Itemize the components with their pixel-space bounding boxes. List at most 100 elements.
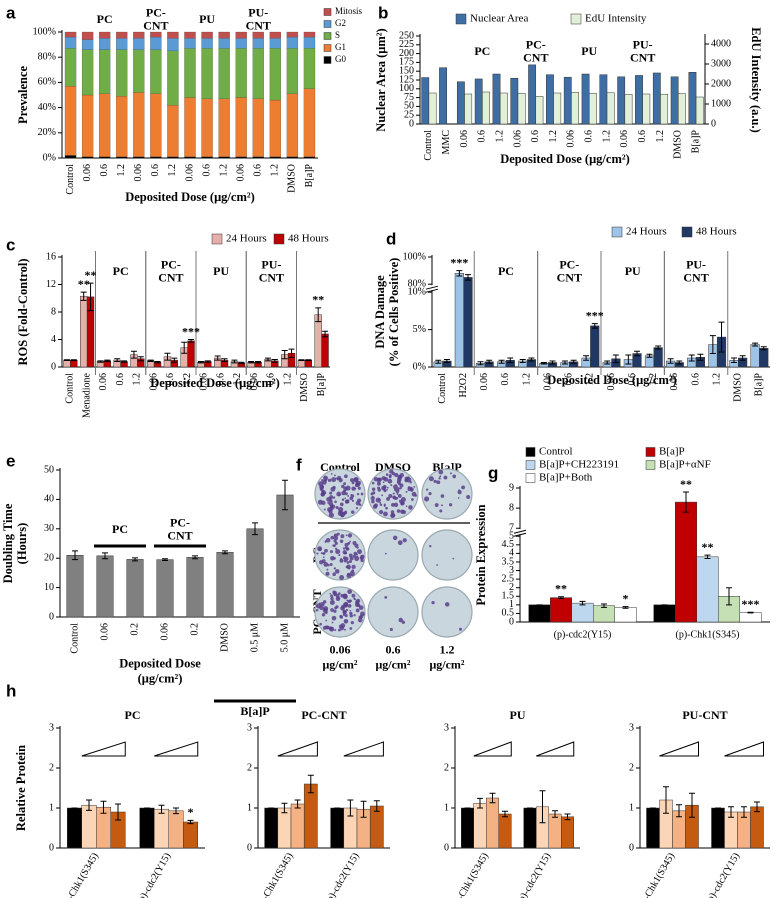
colony [376,477,382,483]
error-bar [486,359,493,364]
colony [343,618,349,624]
chart-title: PU [510,708,526,722]
colony [332,590,335,593]
colony [379,509,384,515]
colony [340,534,345,539]
bar [167,156,179,159]
x-tick-label: 1.2 [585,373,596,386]
annotation: *** [450,255,468,269]
legend-swatch [323,44,332,52]
group-label: PC [474,44,490,58]
y-tick-label: 3 [509,565,514,576]
bar [167,38,179,51]
error-bar [221,358,228,362]
colony [428,491,432,496]
group-label: PU [581,44,597,58]
x-tick-label: MMC [441,130,452,155]
bar [517,93,526,125]
colony [354,543,359,548]
x-tick-label: 0.6 [627,373,638,386]
colony [466,495,471,499]
bar [464,93,473,125]
axis-title: Deposited Dose (μg/cm²) [125,190,255,204]
colony [326,625,330,630]
group-label: PU [625,264,641,278]
bar [269,31,281,39]
bar [606,92,615,125]
annotation: * [188,805,194,819]
group-label: PC [112,522,128,536]
error-bar [264,357,271,362]
colony [347,589,353,595]
colony [323,508,326,511]
error-bar [655,345,662,350]
colony [317,546,323,552]
colony [379,501,382,504]
bar [286,48,299,94]
legend-label: G1 [335,42,346,52]
error-bar [583,355,590,361]
colony [315,608,319,612]
colony [424,496,430,502]
dose-wedge [81,741,126,757]
x-tick-label: 0.06 [542,373,553,391]
colony [356,492,360,496]
bar [235,38,247,49]
axis-title: (μg/cm²) [138,671,183,685]
y-tick-label: 12 [46,279,56,290]
colony [383,504,386,507]
colony [336,532,340,536]
bar [303,36,316,49]
bar [571,92,579,125]
group-label: PC- [170,515,190,529]
dose-label: 1.2 [440,642,455,656]
colony [444,602,450,607]
colony [431,600,435,605]
error-bar [528,357,535,362]
error-bar [579,600,586,606]
bar [321,333,329,368]
colony [321,559,326,564]
y-tick-label: 4 [509,548,514,559]
y2-tick-label: 4000 [711,38,731,49]
bar [201,31,213,39]
bar [66,555,84,618]
x-tick-label: 0.5 μM [249,623,260,652]
colony [343,482,347,486]
colony [323,475,328,481]
bar [269,156,281,159]
colony [324,548,328,553]
chart-title: PU-CNT [682,708,727,722]
bar [184,48,196,98]
bar [64,48,77,87]
colony [356,546,359,549]
colony [328,512,334,518]
group-label: PC- [526,37,546,51]
colony [383,511,388,517]
colony [354,556,360,562]
group-label: CNT [158,270,183,284]
bar [642,93,651,125]
panel-letter: b [378,3,388,22]
colony [341,490,346,496]
legend-swatch [323,32,332,40]
colony [323,562,329,567]
y-tick-label: 9 [509,482,514,493]
colony [372,504,378,509]
error-bar [162,558,168,562]
y-tick-label: 225 [399,39,414,50]
bar [269,38,281,49]
bar [535,96,544,125]
error-bar [625,354,632,365]
error-bar [688,354,695,362]
colony [334,536,339,541]
dose-label: μg/cm² [429,657,464,671]
bar [99,156,111,159]
error-bar [477,361,484,366]
y-tick-label: 40 [44,494,54,505]
colony [322,556,325,559]
y-tick-label: 8 [51,306,56,317]
bar [498,813,512,849]
colony [327,563,330,567]
bar [461,807,474,849]
